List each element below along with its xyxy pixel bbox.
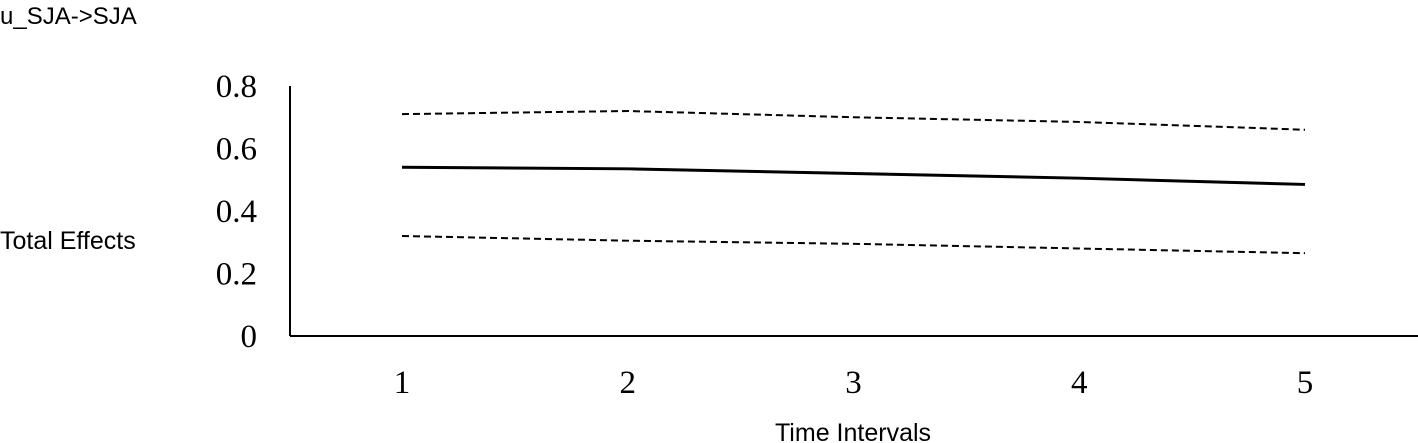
x-axis-label: Time Intervals	[775, 419, 931, 443]
y-tick-label: 0.4	[216, 194, 257, 230]
y-tick-label: 0.2	[216, 257, 257, 293]
x-tick-label: 3	[845, 365, 862, 401]
series-line-solid	[401, 165, 1306, 186]
y-tick-label: 0.8	[216, 69, 257, 105]
y-axis-label: Total Effects	[0, 227, 136, 255]
x-tick-label: 1	[394, 365, 411, 401]
x-tick-label: 4	[1071, 365, 1088, 401]
x-tick-label: 5	[1297, 365, 1314, 401]
series-line-dashed-0	[401, 109, 1306, 131]
x-tick-label: 2	[620, 365, 637, 401]
y-tick-label: 0	[241, 319, 258, 355]
y-tick-label: 0.6	[216, 132, 257, 168]
chart-title: u_SJA->SJA	[0, 3, 137, 30]
series-line-dashed-2	[401, 235, 1306, 255]
